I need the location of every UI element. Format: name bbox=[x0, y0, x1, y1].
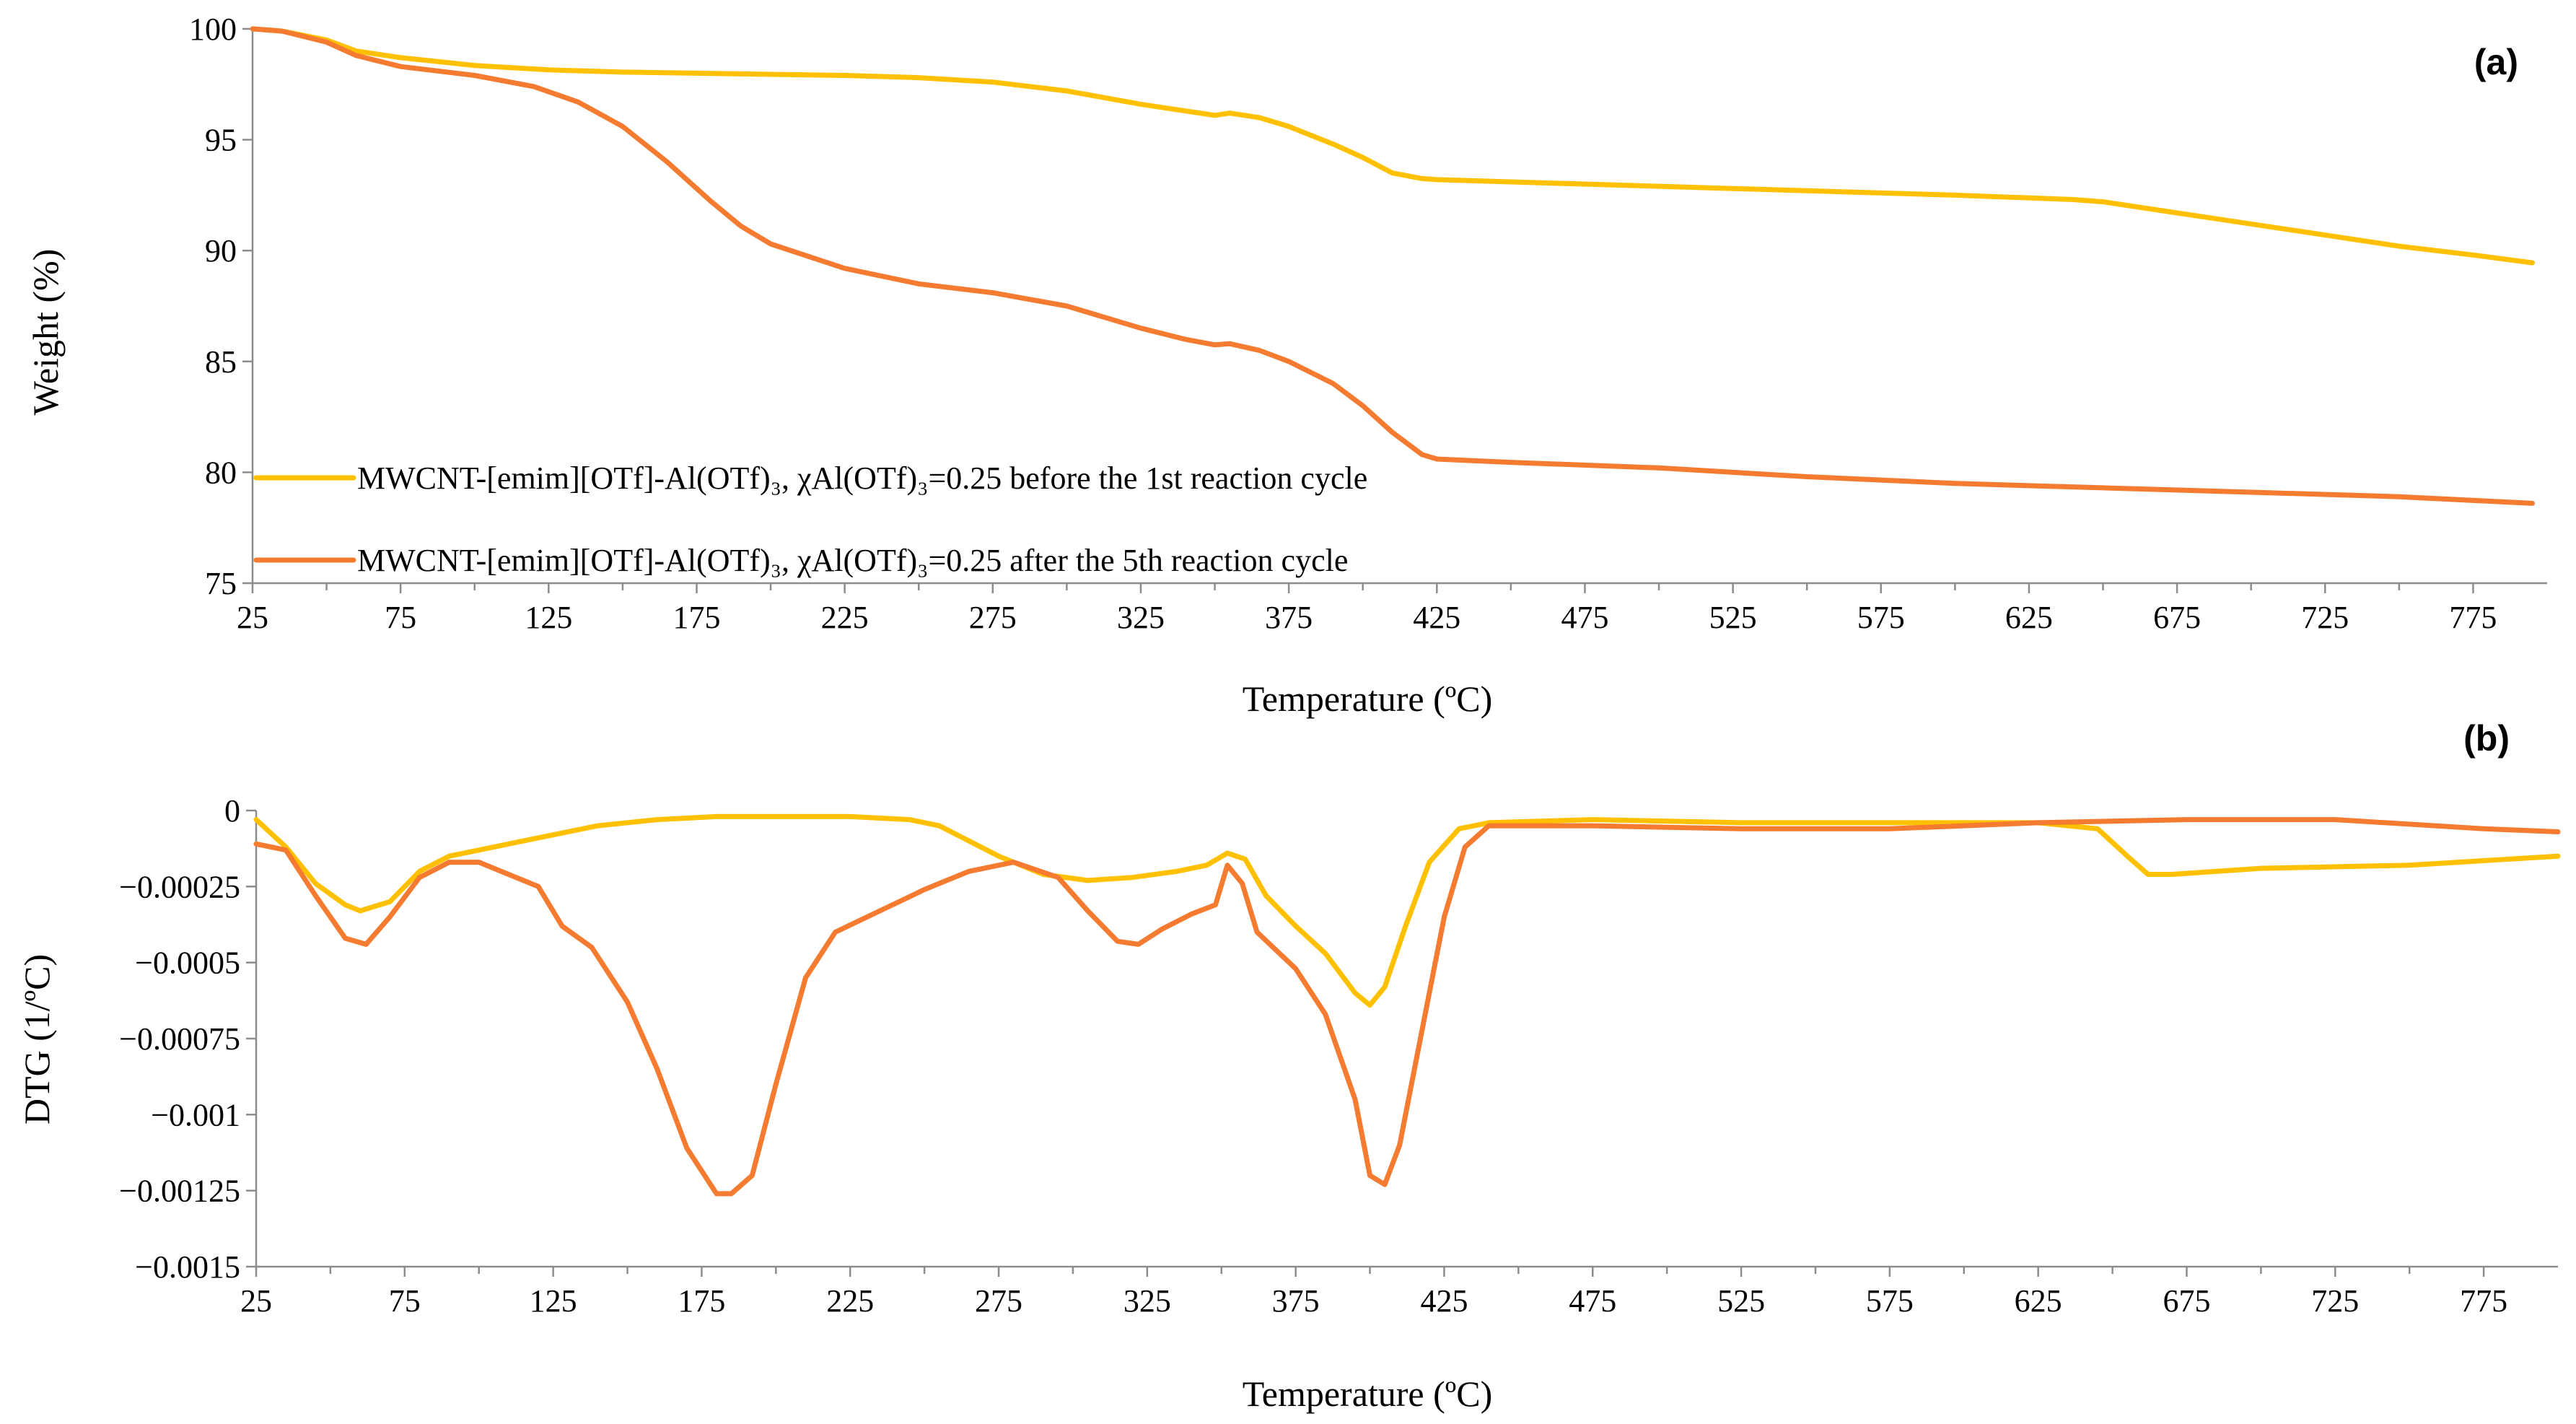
a-series-line-before bbox=[250, 26, 2535, 266]
panel-a-series bbox=[250, 26, 2535, 506]
a-x-tick-label: 475 bbox=[1561, 600, 1608, 635]
a-x-tick-label: 125 bbox=[525, 600, 572, 635]
a-y-tick-label: 95 bbox=[205, 123, 237, 158]
a-x-tick-label: 425 bbox=[1413, 600, 1460, 635]
b-y-tick-label: −0.00125 bbox=[119, 1174, 240, 1209]
a-x-tick-label: 75 bbox=[385, 600, 416, 635]
b-y-tick-label: −0.00075 bbox=[119, 1021, 240, 1057]
b-x-tick-label: 625 bbox=[2015, 1283, 2062, 1319]
a-x-tick-label: 675 bbox=[2153, 600, 2201, 635]
b-y-tick-label: −0.00025 bbox=[119, 869, 240, 904]
b-x-tick-label: 575 bbox=[1866, 1283, 1914, 1319]
a-y-tick-label: 100 bbox=[189, 12, 237, 47]
panel-b-ylabel: DTG (1/ºC) bbox=[17, 954, 57, 1124]
b-y-tick-label: 0 bbox=[224, 793, 240, 829]
b-x-tick-label: 225 bbox=[826, 1283, 874, 1319]
b-series-line-after bbox=[253, 817, 2561, 1197]
b-x-tick-label: 125 bbox=[530, 1283, 577, 1319]
a-series-line-after bbox=[250, 26, 2535, 506]
b-x-tick-label: 525 bbox=[1717, 1283, 1765, 1319]
panel-b-xlabel: Temperature (ºC) bbox=[1243, 1373, 1493, 1414]
a-x-tick-label: 525 bbox=[1709, 600, 1757, 635]
a-x-tick-label: 575 bbox=[1857, 600, 1905, 635]
panel-b-series bbox=[253, 813, 2561, 1197]
panel-b-axes: 0 −0.00025 −0.0005 −0.00075 −0.001 −0.00125 −0… bbox=[119, 793, 2558, 1319]
a-y-tick-label: 90 bbox=[205, 233, 237, 268]
b-x-tick-label: 675 bbox=[2163, 1283, 2210, 1319]
a-x-tick-label: 625 bbox=[2005, 600, 2053, 635]
b-x-tick-label: 325 bbox=[1123, 1283, 1171, 1319]
panel-a-xlabel: Temperature (ºC) bbox=[1243, 678, 1493, 719]
b-x-tick-label: 375 bbox=[1272, 1283, 1320, 1319]
b-x-tick-label: 725 bbox=[2311, 1283, 2359, 1319]
panel-a-label: (a) bbox=[2474, 42, 2518, 82]
legend-label-before: MWCNT-[emim][OTf]-Al(OTf)₃, χAl(OTf)₃=0.… bbox=[357, 460, 1367, 496]
panel-a-weight-chart: Weight (%) Temperature (ºC) (a) 75 80 85 90… bbox=[25, 12, 2547, 719]
panel-b-dtg-chart: DTG (1/ºC) Temperature (ºC) (b) 0 −0.0002… bbox=[17, 718, 2561, 1414]
b-x-tick-label: 25 bbox=[240, 1283, 272, 1319]
b-series-line-before bbox=[253, 813, 2561, 1008]
panel-b-label: (b) bbox=[2463, 718, 2510, 759]
b-y-tick-label: −0.0005 bbox=[135, 945, 240, 981]
a-x-tick-label: 25 bbox=[237, 600, 268, 635]
b-x-tick-label: 75 bbox=[389, 1283, 421, 1319]
a-y-tick-label: 85 bbox=[205, 344, 237, 380]
legend-label-after: MWCNT-[emim][OTf]-Al(OTf)₃, χAl(OTf)₃=0.… bbox=[357, 543, 1348, 578]
a-x-tick-label: 375 bbox=[1265, 600, 1313, 635]
a-x-tick-label: 275 bbox=[969, 600, 1017, 635]
panel-a-legend: MWCNT-[emim][OTf]-Al(OTf)₃, χAl(OTf)₃=0.… bbox=[253, 460, 1367, 578]
a-y-tick-label: 80 bbox=[205, 455, 237, 490]
b-x-tick-label: 175 bbox=[678, 1283, 725, 1319]
a-x-tick-label: 775 bbox=[2449, 600, 2497, 635]
b-x-tick-label: 275 bbox=[975, 1283, 1022, 1319]
b-x-tick-label: 475 bbox=[1569, 1283, 1616, 1319]
panel-a-ylabel: Weight (%) bbox=[25, 249, 66, 416]
a-x-tick-label: 725 bbox=[2301, 600, 2349, 635]
b-x-tick-label: 775 bbox=[2460, 1283, 2507, 1319]
b-x-tick-label: 425 bbox=[1420, 1283, 1468, 1319]
a-x-tick-label: 325 bbox=[1117, 600, 1165, 635]
a-x-tick-label: 225 bbox=[821, 600, 869, 635]
a-y-tick-label: 75 bbox=[205, 566, 237, 601]
b-y-tick-label: −0.001 bbox=[151, 1097, 240, 1132]
a-x-tick-label: 175 bbox=[673, 600, 720, 635]
b-y-tick-label: −0.0015 bbox=[135, 1249, 240, 1285]
